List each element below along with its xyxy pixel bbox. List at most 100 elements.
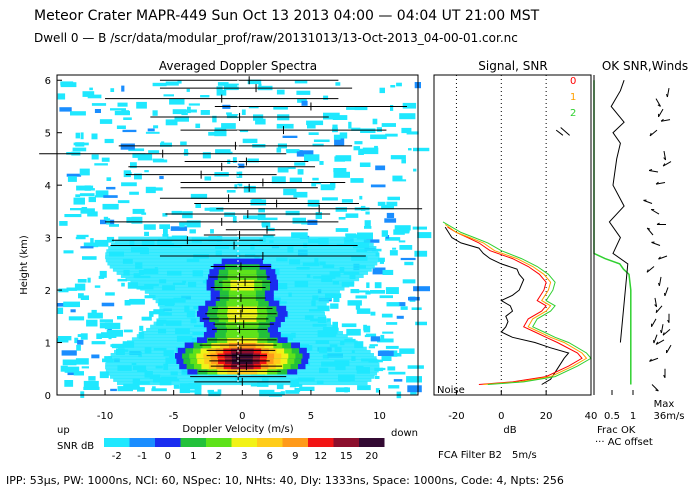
noise-speckle [323, 95, 329, 100]
snr-band [221, 258, 263, 265]
noise-speckle [320, 184, 335, 191]
noise-speckle [99, 371, 109, 379]
wind-head [663, 157, 666, 161]
noise-speckle [377, 350, 394, 356]
wind-shaft [663, 150, 667, 160]
colorbar-swatch [129, 438, 155, 447]
noise-speckle [216, 90, 227, 96]
noise-speckle [341, 323, 357, 328]
noise-speckle [75, 358, 89, 365]
noise-speckle [413, 168, 417, 172]
noise-speckle [121, 282, 125, 287]
snr-band [228, 269, 257, 275]
noise-speckle [358, 148, 364, 155]
velocity-marker [194, 199, 359, 208]
noise-speckle [393, 379, 403, 382]
noise-speckle [141, 316, 152, 321]
noise-speckle [153, 309, 165, 315]
noise-speckle [261, 221, 268, 226]
noise-speckle [102, 203, 119, 210]
wind-arrow [666, 88, 670, 98]
noise-speckle [139, 325, 144, 331]
wind-head [655, 309, 658, 313]
noise-speckle [330, 303, 339, 309]
wind-head [660, 118, 664, 122]
colorbar-tick-label: 20 [365, 451, 378, 462]
noise-speckle [359, 162, 371, 167]
noise-speckle [96, 333, 102, 339]
noise-speckle [385, 287, 399, 294]
noise-speckle [307, 122, 316, 129]
colorbar-tick-label: 6 [267, 451, 273, 462]
wind-shaft [656, 182, 666, 185]
noise-speckle [313, 139, 330, 142]
noise-speckle [121, 182, 137, 187]
noise-speckle [82, 256, 97, 260]
wind-shaft [658, 108, 664, 118]
velocity-marker [210, 262, 272, 271]
noise-speckle [294, 162, 306, 166]
velocity-marker [209, 356, 270, 365]
doppler-panel: Averaged Doppler Spectra -10 -5 0 5 10 01234… [19, 59, 432, 462]
frac-ok-series [593, 80, 632, 385]
winds-x-tick-label: 0.5 [604, 411, 620, 422]
snr-band [225, 332, 259, 338]
noise-speckle [398, 240, 406, 243]
noise-speckle [123, 117, 132, 120]
noise-speckle [355, 302, 361, 310]
legend-entry: 2 [570, 108, 576, 119]
frac-ok-label: Frac OK [597, 425, 636, 436]
wind-head [655, 181, 659, 185]
velocity-marker [159, 84, 353, 93]
noise-speckle [402, 102, 417, 109]
wind-shaft [654, 297, 658, 307]
signal-grid [455, 75, 547, 395]
winds-x-axis: 0.5 1 [604, 390, 636, 422]
noise-speckle [91, 154, 99, 160]
velocity-marker [159, 194, 298, 203]
wind-head [654, 304, 657, 308]
noise-speckle [104, 322, 121, 330]
noise-speckle [232, 157, 237, 163]
noise-speckle [66, 287, 77, 291]
noise-speckle [80, 246, 94, 249]
noise-speckle [315, 212, 322, 219]
noise-speckle [91, 309, 97, 315]
noise-speckle [226, 112, 232, 115]
noise-speckle [363, 325, 371, 333]
colorbar-tick-label: 3 [241, 451, 247, 462]
x-tick-label: 5 [308, 411, 314, 422]
signal-series [442, 127, 592, 385]
colorbar-tick-label: -1 [137, 451, 147, 462]
noise-speckle [285, 210, 300, 216]
wind-arrow [654, 297, 658, 308]
wind-shaft [662, 161, 672, 167]
velocity-marker [180, 183, 318, 192]
noise-speckle [91, 103, 107, 106]
noise-speckle [126, 217, 139, 223]
noise-speckle [64, 366, 80, 373]
wind-shaft [651, 241, 661, 246]
noise-speckle [339, 169, 343, 172]
noise-speckle [232, 216, 237, 223]
signal-spike [555, 129, 564, 136]
wind-arrow [649, 357, 659, 362]
noise-speckle [88, 376, 96, 381]
colorbar-swatch [257, 438, 283, 447]
noise-speckle [346, 328, 361, 336]
noise-speckle [381, 204, 394, 210]
noise-speckle [377, 338, 394, 343]
noise-speckle [117, 200, 130, 204]
noise-speckle [145, 131, 160, 134]
noise-speckle [386, 302, 400, 307]
wind-arrow [648, 169, 659, 173]
wind-arrow [660, 118, 671, 122]
noise-speckle [170, 226, 188, 231]
noise-speckle [79, 168, 90, 176]
noise-speckle [120, 143, 135, 150]
wind-arrow [663, 368, 666, 379]
signal-x-tick-label: -20 [448, 411, 464, 422]
wind-shaft [649, 170, 659, 173]
velocity-marker [205, 309, 277, 318]
noise-speckle [255, 118, 266, 125]
